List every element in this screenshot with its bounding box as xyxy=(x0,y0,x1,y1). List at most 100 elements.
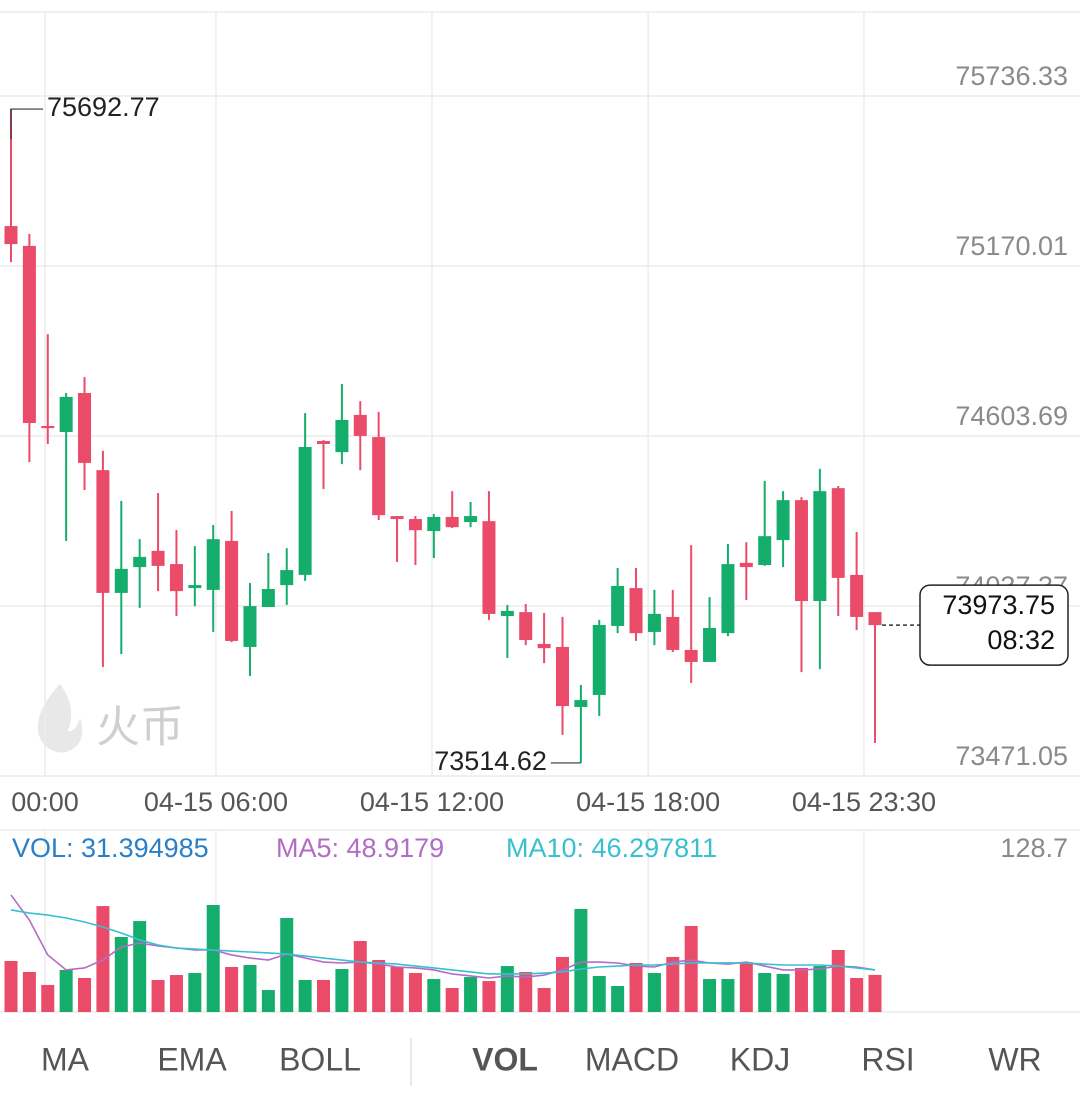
volume-bar xyxy=(868,974,882,1012)
volume-bar xyxy=(4,960,18,1012)
volume-bar xyxy=(721,979,735,1012)
candle-body xyxy=(298,447,312,575)
volume-bar xyxy=(353,941,367,1012)
vol-legend: MA10: 46.297811 xyxy=(506,833,717,863)
candle-body xyxy=(537,643,551,649)
candle-body xyxy=(776,500,790,541)
volume-bar xyxy=(133,921,147,1012)
candle-body xyxy=(555,646,569,707)
indicator-tab[interactable]: BOLL xyxy=(279,1041,361,1077)
volume-bar xyxy=(758,973,772,1012)
volume-bar xyxy=(629,962,643,1012)
volume-bar xyxy=(445,988,459,1012)
volume-bar xyxy=(22,971,36,1012)
volume-bar xyxy=(794,967,808,1012)
candle-body xyxy=(574,700,588,707)
volume-bar xyxy=(261,990,275,1012)
countdown: 08:32 xyxy=(987,625,1055,655)
vol-tick-label: 128.7 xyxy=(1000,833,1068,863)
volume-bar xyxy=(813,966,827,1012)
volume-bar xyxy=(372,960,386,1012)
volume-bar xyxy=(647,973,661,1012)
candle-body xyxy=(96,470,110,593)
vol-legend: VOL: 31.394985 xyxy=(12,833,209,863)
x-tick-label: 00:00 xyxy=(11,787,79,817)
watermark xyxy=(37,684,83,753)
candle-body xyxy=(78,392,92,463)
vol-legend: MA5: 48.9179 xyxy=(276,833,444,863)
indicator-tab[interactable]: VOL xyxy=(472,1041,538,1077)
volume-bar xyxy=(243,964,257,1012)
volume-bar xyxy=(776,973,790,1012)
volume-bar xyxy=(464,977,478,1012)
candle-body xyxy=(592,625,606,695)
y-tick-label: 73471.05 xyxy=(955,741,1068,771)
volume-bar xyxy=(831,949,845,1012)
candle-body xyxy=(611,585,625,626)
x-tick-label: 04-15 18:00 xyxy=(576,787,720,817)
volume-bar xyxy=(151,979,165,1012)
candle-body xyxy=(758,536,772,565)
candle-body xyxy=(225,540,239,641)
high-pointer xyxy=(10,108,43,140)
indicator-tab[interactable]: EMA xyxy=(157,1041,227,1077)
volume-bar xyxy=(41,984,55,1012)
volume-bar xyxy=(482,981,496,1012)
watermark-text: 火币 xyxy=(96,703,184,752)
candle-body xyxy=(114,568,128,593)
candle-body xyxy=(188,585,202,589)
volume-bar xyxy=(280,917,294,1012)
volume-bar xyxy=(703,979,717,1012)
candle-body xyxy=(4,226,18,245)
candle-body xyxy=(151,550,165,566)
candle-body xyxy=(831,488,845,578)
candle-body xyxy=(868,612,882,626)
watermark-icon xyxy=(37,684,83,753)
candle-body xyxy=(647,613,661,632)
x-tick-label: 04-15 23:30 xyxy=(792,787,936,817)
volume-bar xyxy=(519,971,533,1012)
high-label: 75692.77 xyxy=(47,92,160,122)
x-tick-label: 04-15 06:00 xyxy=(144,787,288,817)
y-tick-label: 74603.69 xyxy=(955,401,1068,431)
candle-body xyxy=(390,516,404,520)
volume-bar xyxy=(408,973,422,1012)
indicator-tab[interactable]: RSI xyxy=(861,1041,914,1077)
candle-body xyxy=(372,437,386,516)
volume-bar xyxy=(114,937,128,1012)
candle-body xyxy=(169,564,183,592)
candle-body xyxy=(41,426,55,429)
low-label: 73514.62 xyxy=(434,746,547,776)
volume-bar xyxy=(592,975,606,1012)
indicator-tab[interactable]: MACD xyxy=(585,1041,679,1077)
volume-bar xyxy=(555,956,569,1012)
candle-body xyxy=(482,521,496,614)
indicator-tab[interactable]: KDJ xyxy=(730,1041,790,1077)
volume-bar xyxy=(739,962,753,1012)
volume-bar xyxy=(537,988,551,1012)
candle-body xyxy=(427,516,441,532)
candle-body xyxy=(721,564,735,634)
candle-body xyxy=(261,589,275,608)
volume-bar xyxy=(427,979,441,1012)
volume-bar xyxy=(169,975,183,1012)
candle-body xyxy=(684,649,698,662)
volume-bar xyxy=(390,967,404,1012)
volume-bar xyxy=(96,906,110,1012)
candle-body xyxy=(794,500,808,602)
indicator-tab[interactable]: WR xyxy=(988,1041,1041,1077)
candle-body xyxy=(335,419,349,453)
candle-body xyxy=(59,396,73,433)
volume-bar xyxy=(59,969,73,1012)
candle-body xyxy=(464,516,478,523)
candle-body xyxy=(408,519,422,531)
candle-body xyxy=(22,245,36,423)
current-price: 73973.75 xyxy=(942,590,1055,620)
ma-line xyxy=(10,909,876,975)
indicator-tab[interactable]: MA xyxy=(41,1041,90,1077)
price-box xyxy=(919,584,1069,666)
volume-bar xyxy=(188,973,202,1012)
candle-body xyxy=(666,616,680,650)
volume-bar xyxy=(666,956,680,1012)
